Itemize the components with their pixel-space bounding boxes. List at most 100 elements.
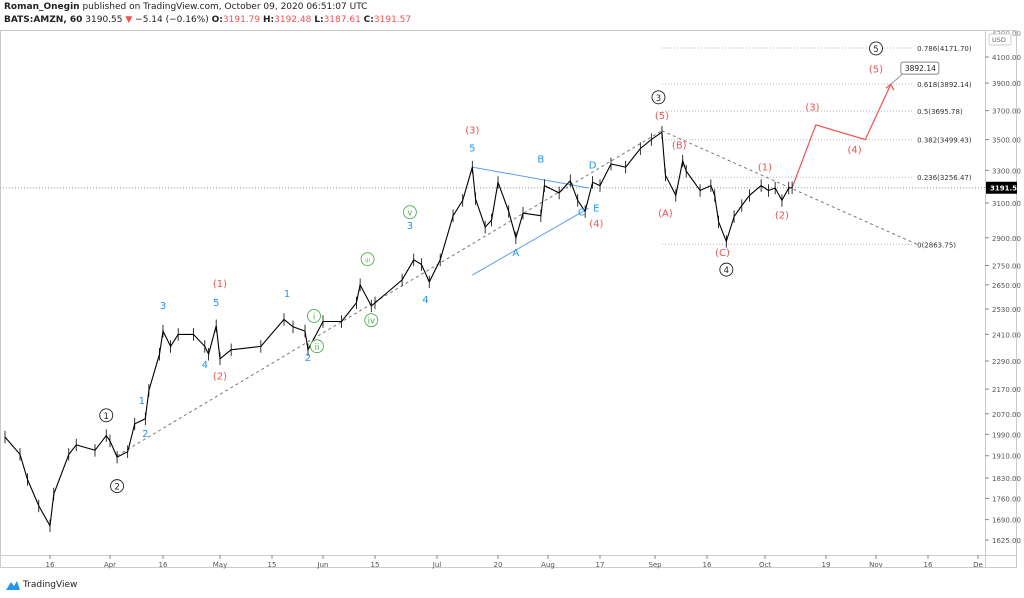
wave-label[interactable]: (5)	[869, 65, 883, 76]
wave-label[interactable]: (2)	[775, 210, 789, 221]
wave-circle	[110, 479, 125, 494]
y-tick-label: 3100.00	[992, 200, 1021, 208]
y-tick-label: 2530.00	[992, 306, 1021, 314]
author[interactable]: Roman_Onegin	[4, 2, 80, 12]
triangle-trendline[interactable]	[472, 207, 590, 276]
wave-label[interactable]: 3	[407, 221, 413, 232]
wave-label[interactable]: 1	[139, 396, 145, 407]
wave-label[interactable]: 1	[284, 289, 290, 300]
x-tick-label: Nov	[869, 561, 883, 569]
wave-label[interactable]: A	[512, 248, 519, 259]
currency-label: USD	[992, 36, 1006, 44]
x-tick-label: 16	[703, 561, 712, 569]
x-tick-label: Jul	[432, 561, 442, 569]
wave-label[interactable]: C	[578, 208, 585, 219]
fib-level-label: 0.618(3892.14)	[917, 81, 972, 89]
fib-level-label: 0.382(3499.43)	[917, 137, 972, 145]
open-label: O:	[211, 15, 223, 25]
y-tick-label: 2070.00	[992, 411, 1021, 419]
wave-label[interactable]: 3	[656, 94, 661, 104]
x-tick-label: 15	[268, 561, 277, 569]
wave-label[interactable]: (3)	[465, 126, 479, 137]
y-tick-label: 2650.00	[992, 282, 1021, 290]
dashed-trendline[interactable]	[116, 130, 663, 457]
ohlc-legend: BATS:AMZN, 60 3190.55 ▼ −5.14 (−0.16%) O…	[4, 15, 411, 25]
fib-level-label: 0.236(3256.47)	[917, 174, 972, 182]
wave-label[interactable]: 5	[873, 45, 878, 55]
published-text: published on TradingView.com, October 09…	[82, 2, 368, 12]
wave-label[interactable]: E	[593, 203, 599, 214]
wave-label[interactable]: 4	[422, 295, 428, 306]
wave-label[interactable]: (4)	[847, 145, 861, 156]
chart-frame	[0, 30, 1017, 568]
wave-label[interactable]: 5	[469, 144, 475, 155]
wave-circle	[364, 313, 379, 328]
tradingview-logo-icon	[6, 581, 20, 590]
wave-circle	[99, 408, 114, 423]
x-tick-label: Jun	[317, 561, 329, 569]
wave-projection-path[interactable]	[791, 83, 892, 188]
wave-label[interactable]: B	[537, 154, 544, 165]
wave-label[interactable]: iv	[368, 317, 375, 327]
currency-badge[interactable]	[988, 33, 1012, 46]
y-tick-label: 1690.00	[992, 517, 1021, 525]
wave-label[interactable]: (1)	[758, 162, 772, 173]
fib-level-label: 0.5(3695.78)	[917, 108, 963, 116]
wave-label[interactable]: 4	[202, 360, 208, 371]
wave-label[interactable]: 3	[160, 301, 166, 312]
x-tick-label: May	[213, 561, 227, 569]
y-tick-label: 4100.00	[992, 54, 1021, 62]
wave-label[interactable]: v	[407, 209, 412, 219]
wave-label[interactable]: iii	[365, 258, 370, 265]
wave-label[interactable]: ii	[315, 343, 320, 353]
fib-level-label: 0(2863.75)	[917, 241, 956, 249]
wave-label[interactable]: (2)	[213, 372, 227, 383]
x-tick-label: 16	[46, 561, 55, 569]
wave-label[interactable]: (C)	[715, 248, 730, 259]
wave-label[interactable]: 5	[213, 298, 219, 309]
wave-label[interactable]: D	[589, 161, 597, 172]
wave-circle	[869, 41, 883, 56]
price-series[interactable]	[4, 131, 793, 528]
wave-label[interactable]: (3)	[805, 103, 819, 114]
y-tick-label: 3900.00	[992, 80, 1021, 88]
down-arrow-icon: ▼	[125, 15, 133, 25]
x-tick-label: 20	[494, 561, 503, 569]
triangle-trendline[interactable]	[472, 166, 589, 189]
x-tick-label: 17	[596, 561, 605, 569]
y-tick-label: 1625.00	[992, 537, 1021, 545]
close-label: C:	[363, 15, 374, 25]
wave-label[interactable]: 2	[114, 483, 119, 493]
wave-label[interactable]: 2	[142, 429, 148, 440]
tradingview-logo[interactable]: TradingView	[6, 580, 77, 590]
wave-label[interactable]: 4	[724, 266, 729, 276]
x-tick-label: 16	[924, 561, 933, 569]
wave-circle	[402, 205, 417, 220]
last-price: 3190.55	[85, 15, 123, 25]
wave-label[interactable]: (5)	[655, 111, 669, 122]
projection-arrow-icon	[885, 83, 895, 91]
symbol[interactable]: BATS:AMZN, 60	[4, 15, 83, 25]
wave-label[interactable]: (1)	[213, 279, 227, 290]
wave-label[interactable]: (A)	[658, 209, 673, 220]
wave-label[interactable]: (4)	[589, 219, 603, 230]
wave-label[interactable]: 2	[305, 353, 311, 364]
x-tick-label: 15	[371, 561, 380, 569]
y-tick-label: 2750.00	[992, 262, 1021, 270]
x-tick-label: Sep	[648, 561, 662, 569]
y-tick-label: 1990.00	[992, 431, 1021, 439]
close-value: 3191.57	[373, 15, 412, 25]
y-tick-label: 2410.00	[992, 331, 1021, 339]
x-tick-label: Apr	[104, 561, 116, 569]
wave-label[interactable]: (B)	[672, 141, 687, 152]
target-callout[interactable]	[900, 61, 940, 75]
y-tick-label: 1830.00	[992, 475, 1021, 483]
wave-circle	[310, 339, 324, 354]
current-price-tag	[986, 181, 1017, 194]
wave-label[interactable]: 1	[104, 412, 109, 422]
wave-label[interactable]: i	[313, 312, 315, 322]
y-tick-label: 3300.00	[992, 167, 1021, 175]
current-price-label: 3191.57	[990, 185, 1022, 193]
